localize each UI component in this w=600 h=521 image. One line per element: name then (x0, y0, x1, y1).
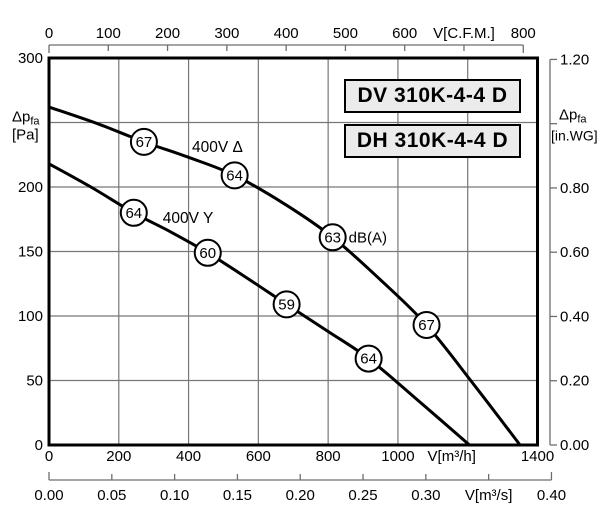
noise-level-value: 64 (360, 351, 377, 368)
noise-level-value: 64 (226, 167, 243, 184)
bottom-axis-tick-label: 1400 (521, 448, 554, 465)
top-axis-tick-label: 0 (45, 25, 53, 42)
noise-level-marker (272, 290, 301, 319)
noise-level-value: 63 (324, 229, 341, 246)
curve-label-400v-y: 400V Y (163, 210, 214, 227)
left-axis-tick-label: 100 (18, 308, 43, 325)
noise-level-value: 60 (199, 245, 216, 262)
left-axis-unit-label: [Pa] (12, 127, 39, 144)
noise-level-marker (129, 127, 158, 156)
secondary-axis-tick-label: 0.25 (348, 487, 377, 504)
noise-level-marker (318, 223, 347, 252)
right-axis-tick-label: 0.60 (560, 244, 589, 261)
noise-level-value: 64 (125, 205, 142, 222)
curve-label-400v-delta: 400V Δ (192, 139, 243, 156)
left-axis-tick-label: 50 (26, 373, 43, 390)
top-axis-tick-label: 200 (155, 25, 180, 42)
right-axis-unit-label: Δpfa (559, 107, 587, 126)
top-axis-tick-label: V[C.F.M.] (433, 25, 495, 42)
secondary-axis-tick-label: V[m³/s] (465, 487, 513, 504)
model-label-dv: DV 310K-4-4 D (344, 79, 521, 113)
top-axis-tick-label: 500 (333, 25, 358, 42)
bottom-axis-tick-label: 800 (316, 448, 341, 465)
model-label-dh: DH 310K-4-4 D (344, 124, 521, 158)
noise-level-value: 67 (418, 317, 435, 334)
right-axis-tick-label: 1.20 (560, 51, 589, 68)
top-axis-tick-label: 400 (274, 25, 299, 42)
noise-level-value: 59 (278, 296, 295, 313)
secondary-axis-tick-label: 0.15 (223, 487, 252, 504)
left-axis-unit-label: Δpfa (12, 109, 40, 128)
right-axis-tick-label: 0.00 (560, 437, 589, 454)
right-axis-tick-label: 0.80 (560, 180, 589, 197)
bottom-axis-tick-label: 0 (45, 448, 53, 465)
noise-level-marker (220, 161, 249, 190)
bottom-axis-tick-label: 600 (246, 448, 271, 465)
secondary-axis-tick-label: 0.20 (286, 487, 315, 504)
noise-level-value: 67 (136, 134, 153, 151)
right-axis-unit-label: [in.WG] (551, 128, 598, 144)
top-axis-tick-label: 600 (392, 25, 417, 42)
bottom-axis-tick-label: 200 (106, 448, 131, 465)
left-axis-tick-label: 300 (18, 50, 43, 67)
noise-level-marker (119, 198, 148, 227)
bottom-axis-tick-label: V[m³/h] (428, 448, 476, 465)
noise-level-marker (412, 311, 441, 340)
noise-level-marker (354, 344, 383, 373)
noise-unit-label: dB(A) (349, 229, 387, 246)
secondary-axis-tick-label: 0.10 (160, 487, 189, 504)
secondary-axis-tick-label: 0.05 (97, 487, 126, 504)
noise-level-marker (193, 238, 222, 267)
secondary-axis-tick-label: 0.00 (34, 487, 63, 504)
bottom-axis-tick-label: 400 (176, 448, 201, 465)
plot-border (47, 56, 539, 447)
left-axis-tick-label: 200 (18, 179, 43, 196)
secondary-axis-tick-label: 0.30 (411, 487, 440, 504)
right-axis-tick-label: 0.40 (560, 308, 589, 325)
bottom-axis-tick-label: 1000 (381, 448, 414, 465)
top-axis-tick-label: 100 (96, 25, 121, 42)
secondary-axis-tick-label: 0.40 (537, 487, 566, 504)
left-axis-tick-label: 150 (18, 244, 43, 261)
top-axis-tick-label: 300 (214, 25, 239, 42)
top-axis-tick-label: 800 (511, 25, 536, 42)
right-axis-tick-label: 0.20 (560, 373, 589, 390)
left-axis-tick-label: 0 (35, 437, 43, 454)
